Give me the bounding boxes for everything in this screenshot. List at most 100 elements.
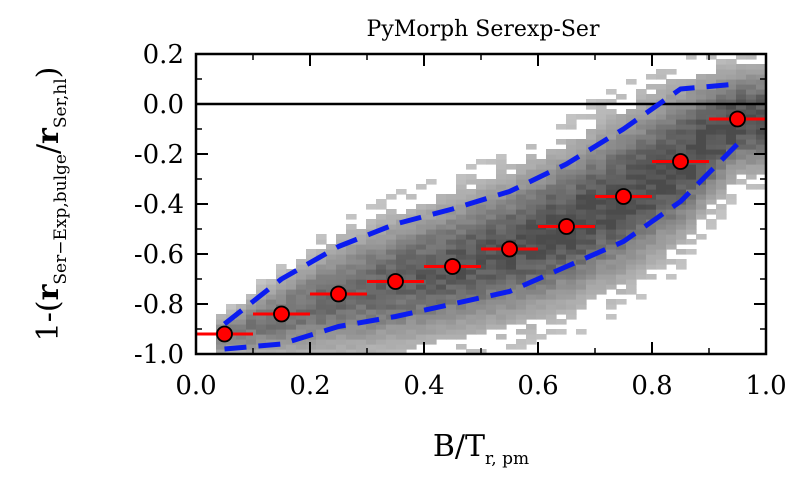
density-cell bbox=[306, 339, 317, 345]
density-cell bbox=[656, 114, 667, 120]
density-cell bbox=[346, 339, 357, 345]
density-cell bbox=[686, 179, 697, 185]
density-cell bbox=[546, 319, 557, 325]
density-cell bbox=[486, 309, 497, 315]
density-cell bbox=[726, 94, 737, 100]
density-cell bbox=[746, 64, 757, 70]
density-cell bbox=[256, 324, 267, 330]
density-cell bbox=[656, 174, 667, 180]
density-cell bbox=[726, 129, 737, 135]
density-cell bbox=[626, 179, 637, 185]
density-cell bbox=[626, 184, 637, 190]
density-cell bbox=[336, 279, 347, 285]
density-cell bbox=[666, 234, 677, 240]
density-cell bbox=[436, 239, 447, 245]
density-cell bbox=[566, 304, 577, 310]
density-cell bbox=[686, 189, 697, 195]
density-cell bbox=[446, 304, 457, 310]
density-cell bbox=[426, 299, 437, 305]
density-cell bbox=[706, 114, 717, 120]
density-cell bbox=[266, 314, 277, 320]
density-cell bbox=[516, 174, 527, 180]
density-cell bbox=[426, 244, 437, 250]
density-cell bbox=[246, 294, 257, 300]
density-cell bbox=[616, 264, 627, 270]
density-cell bbox=[666, 134, 677, 140]
density-cell bbox=[456, 174, 467, 180]
density-cell bbox=[476, 284, 487, 290]
density-cell bbox=[586, 234, 597, 240]
density-cell bbox=[706, 224, 717, 230]
density-cell bbox=[676, 139, 687, 145]
density-cell bbox=[416, 249, 427, 255]
density-cell bbox=[696, 174, 707, 180]
density-cell bbox=[346, 249, 357, 255]
density-cell bbox=[716, 59, 727, 65]
density-cell bbox=[436, 234, 447, 240]
density-cell bbox=[596, 229, 607, 235]
density-cell bbox=[656, 164, 667, 170]
density-cell bbox=[596, 119, 607, 125]
density-cell bbox=[316, 249, 327, 255]
density-cell bbox=[386, 234, 397, 240]
density-cell bbox=[536, 164, 547, 170]
density-cell bbox=[636, 249, 647, 255]
density-cell bbox=[576, 189, 587, 195]
density-cell bbox=[706, 54, 717, 60]
density-cell bbox=[666, 194, 677, 200]
density-cell bbox=[636, 94, 647, 100]
density-cell bbox=[536, 159, 547, 165]
density-cell bbox=[296, 329, 307, 335]
density-cell bbox=[556, 274, 567, 280]
density-cell bbox=[396, 234, 407, 240]
density-cell bbox=[426, 179, 437, 185]
density-cell bbox=[456, 314, 467, 320]
density-cell bbox=[356, 249, 367, 255]
density-cell bbox=[376, 304, 387, 310]
density-cell bbox=[276, 284, 287, 290]
density-cell bbox=[266, 294, 277, 300]
density-cell bbox=[656, 259, 667, 265]
density-cell bbox=[566, 114, 577, 120]
density-cell bbox=[606, 119, 617, 125]
density-cell bbox=[536, 234, 547, 240]
density-cell bbox=[506, 224, 517, 230]
density-cell bbox=[536, 259, 547, 265]
density-cell bbox=[706, 179, 717, 185]
density-cell bbox=[556, 254, 567, 260]
density-cell bbox=[706, 104, 717, 110]
density-cell bbox=[626, 204, 637, 210]
density-cell bbox=[226, 324, 237, 330]
density-cell bbox=[526, 274, 537, 280]
density-cell bbox=[616, 234, 627, 240]
density-cell bbox=[456, 344, 467, 350]
density-cell bbox=[466, 279, 477, 285]
density-cell bbox=[546, 309, 557, 315]
density-cell bbox=[446, 274, 457, 280]
density-cell bbox=[426, 309, 437, 315]
density-cell bbox=[536, 309, 547, 315]
density-cell bbox=[216, 349, 227, 355]
density-cell bbox=[386, 239, 397, 245]
density-cell bbox=[686, 79, 697, 85]
density-cell bbox=[426, 219, 437, 225]
density-cell bbox=[436, 254, 447, 260]
density-cell bbox=[746, 84, 757, 90]
density-cell bbox=[526, 259, 537, 265]
density-cell bbox=[596, 279, 607, 285]
density-cell bbox=[356, 289, 367, 295]
density-cell bbox=[536, 179, 547, 185]
density-cell bbox=[386, 344, 397, 350]
density-cell bbox=[736, 69, 747, 75]
density-cell bbox=[716, 139, 727, 145]
density-cell bbox=[456, 224, 467, 230]
density-cell bbox=[756, 104, 767, 110]
density-cell bbox=[446, 309, 457, 315]
density-cell bbox=[606, 304, 617, 310]
density-cell bbox=[676, 194, 687, 200]
density-cell bbox=[396, 244, 407, 250]
density-cell bbox=[626, 109, 637, 115]
density-cell bbox=[356, 229, 367, 235]
density-cell bbox=[486, 204, 497, 210]
density-cell bbox=[626, 239, 637, 245]
